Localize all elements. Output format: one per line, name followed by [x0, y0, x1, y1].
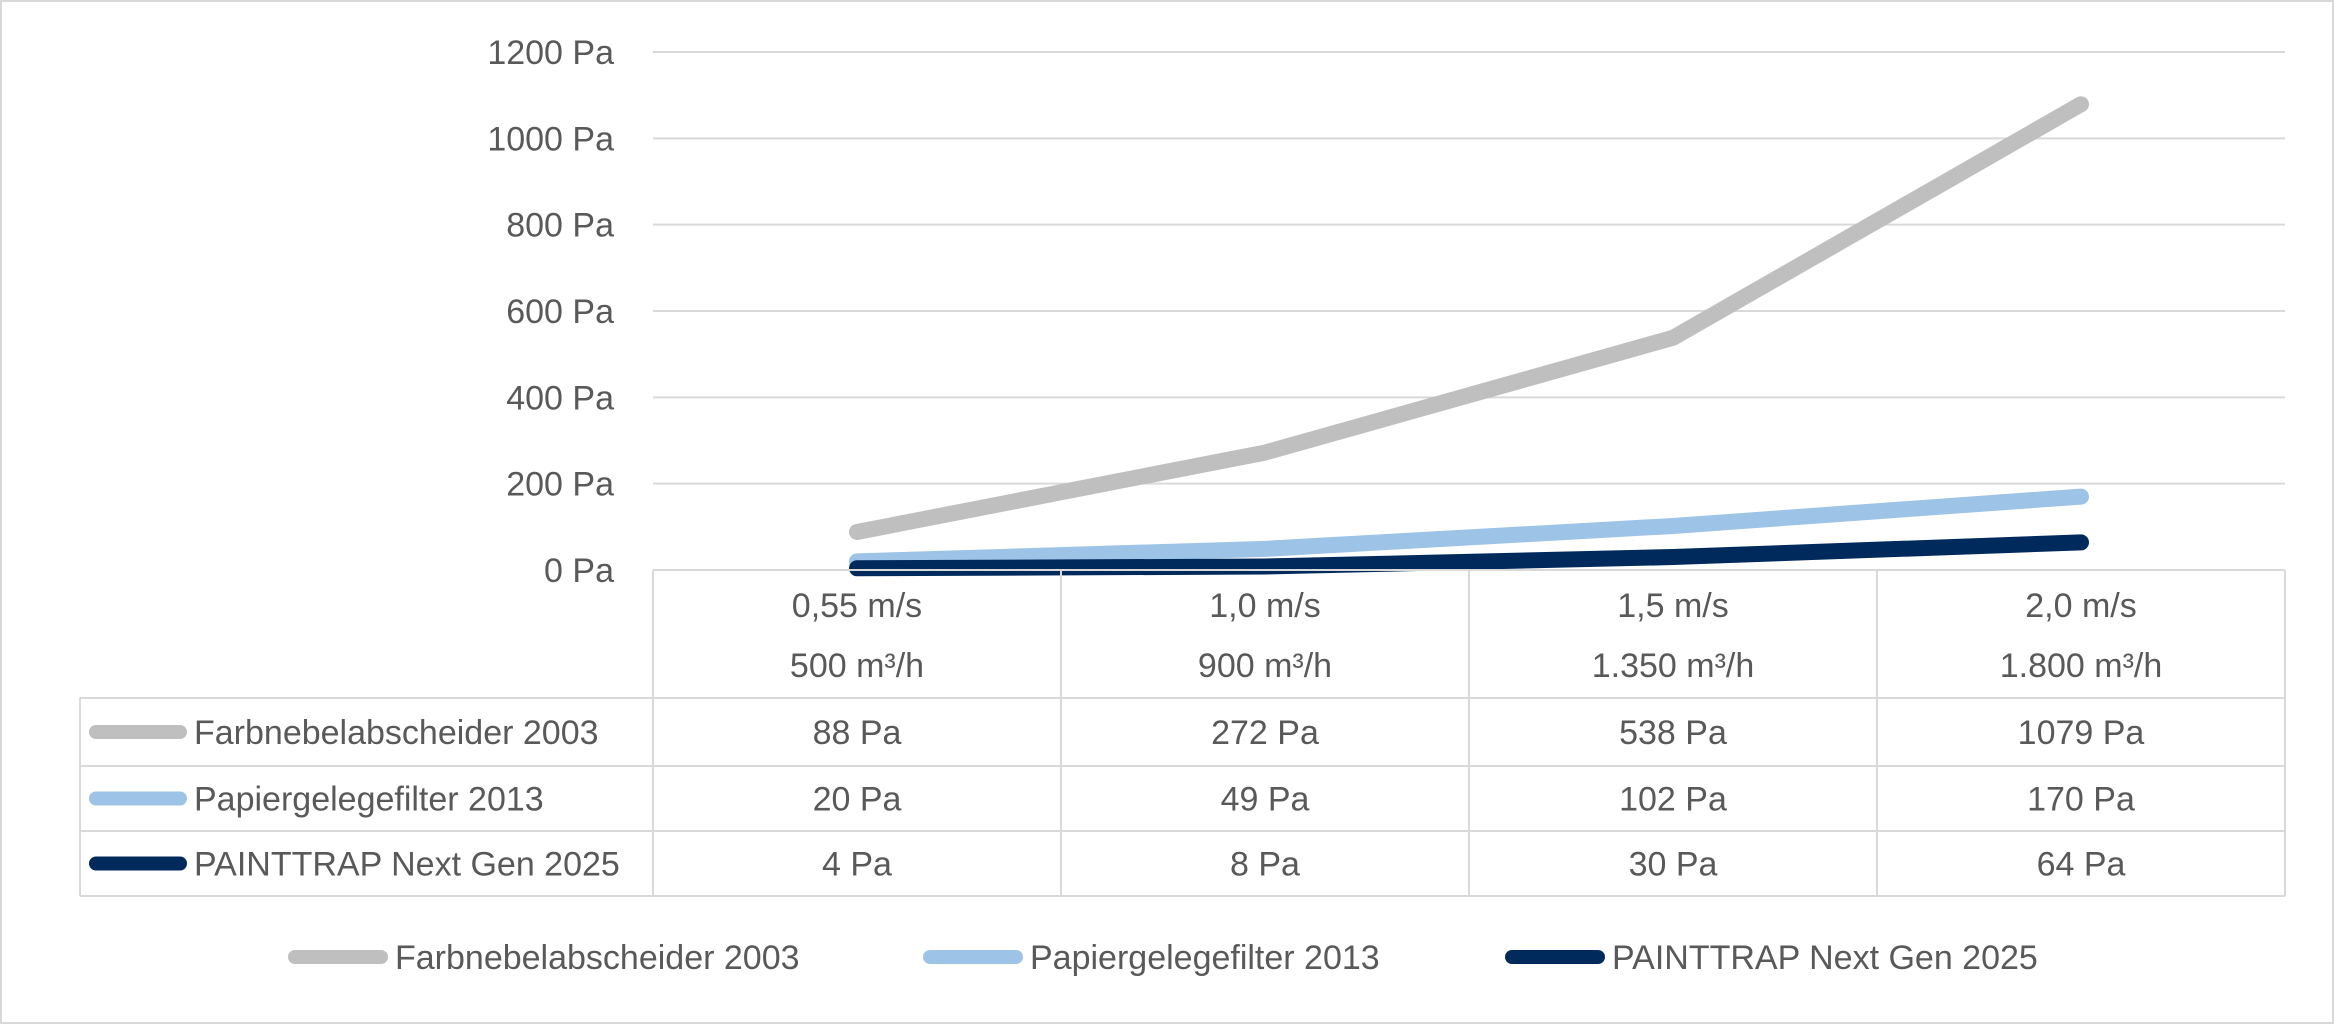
category-label: 1,0 m/s	[1209, 587, 1320, 625]
y-tick-label: 800 Pa	[506, 207, 614, 245]
legend-label: Farbnebelabscheider 2003	[395, 939, 800, 977]
category-label: 0,55 m/s	[792, 587, 922, 625]
series-lines	[857, 104, 2081, 568]
table-series-name: Farbnebelabscheider 2003	[194, 714, 599, 752]
table-cell-value: 8 Pa	[1230, 846, 1300, 884]
y-tick-label: 1000 Pa	[487, 120, 614, 158]
y-tick-label: 400 Pa	[506, 379, 614, 417]
y-axis-tick-labels: 0 Pa 200 Pa 400 Pa 600 Pa 800 Pa 1000 Pa 1200 …	[487, 34, 614, 590]
table-cell-value: 538 Pa	[1619, 714, 1727, 752]
table-cell-value: 64 Pa	[2037, 846, 2126, 884]
table-series-name: PAINTTRAP Next Gen 2025	[194, 846, 620, 884]
legend-label: Papiergelegefilter 2013	[1030, 939, 1380, 977]
table-cell-value: 88 Pa	[813, 714, 902, 752]
category-label: 1,5 m/s	[1617, 587, 1728, 625]
category-label: 900 m³/h	[1198, 647, 1332, 685]
table-cell-value: 102 Pa	[1619, 781, 1727, 819]
y-tick-label: 0 Pa	[544, 552, 614, 590]
table-series-name: Papiergelegefilter 2013	[194, 781, 544, 819]
series-line-1	[857, 104, 2081, 532]
table-cell-value: 49 Pa	[1221, 781, 1310, 819]
table-cell-value: 170 Pa	[2027, 781, 2135, 819]
table-cell-value: 20 Pa	[813, 781, 902, 819]
y-tick-label: 1200 Pa	[487, 34, 614, 72]
table-cell-value: 30 Pa	[1629, 846, 1718, 884]
table-cell-value: 4 Pa	[822, 846, 892, 884]
legend: Farbnebelabscheider 2003 Papiergelegefilt…	[295, 939, 2038, 977]
y-tick-label: 200 Pa	[506, 466, 614, 504]
table-cell-value: 272 Pa	[1211, 714, 1319, 752]
category-label: 2,0 m/s	[2025, 587, 2136, 625]
table-cell-value: 1079 Pa	[2018, 714, 2145, 752]
y-tick-label: 600 Pa	[506, 293, 614, 331]
data-table: 0,55 m/s 500 m³/h 1,0 m/s 900 m³/h 1,5 m/s 1.…	[80, 570, 2285, 896]
category-label: 1.350 m³/h	[1592, 647, 1755, 685]
category-label: 500 m³/h	[790, 647, 924, 685]
legend-label: PAINTTRAP Next Gen 2025	[1612, 939, 2038, 977]
category-label: 1.800 m³/h	[2000, 647, 2163, 685]
